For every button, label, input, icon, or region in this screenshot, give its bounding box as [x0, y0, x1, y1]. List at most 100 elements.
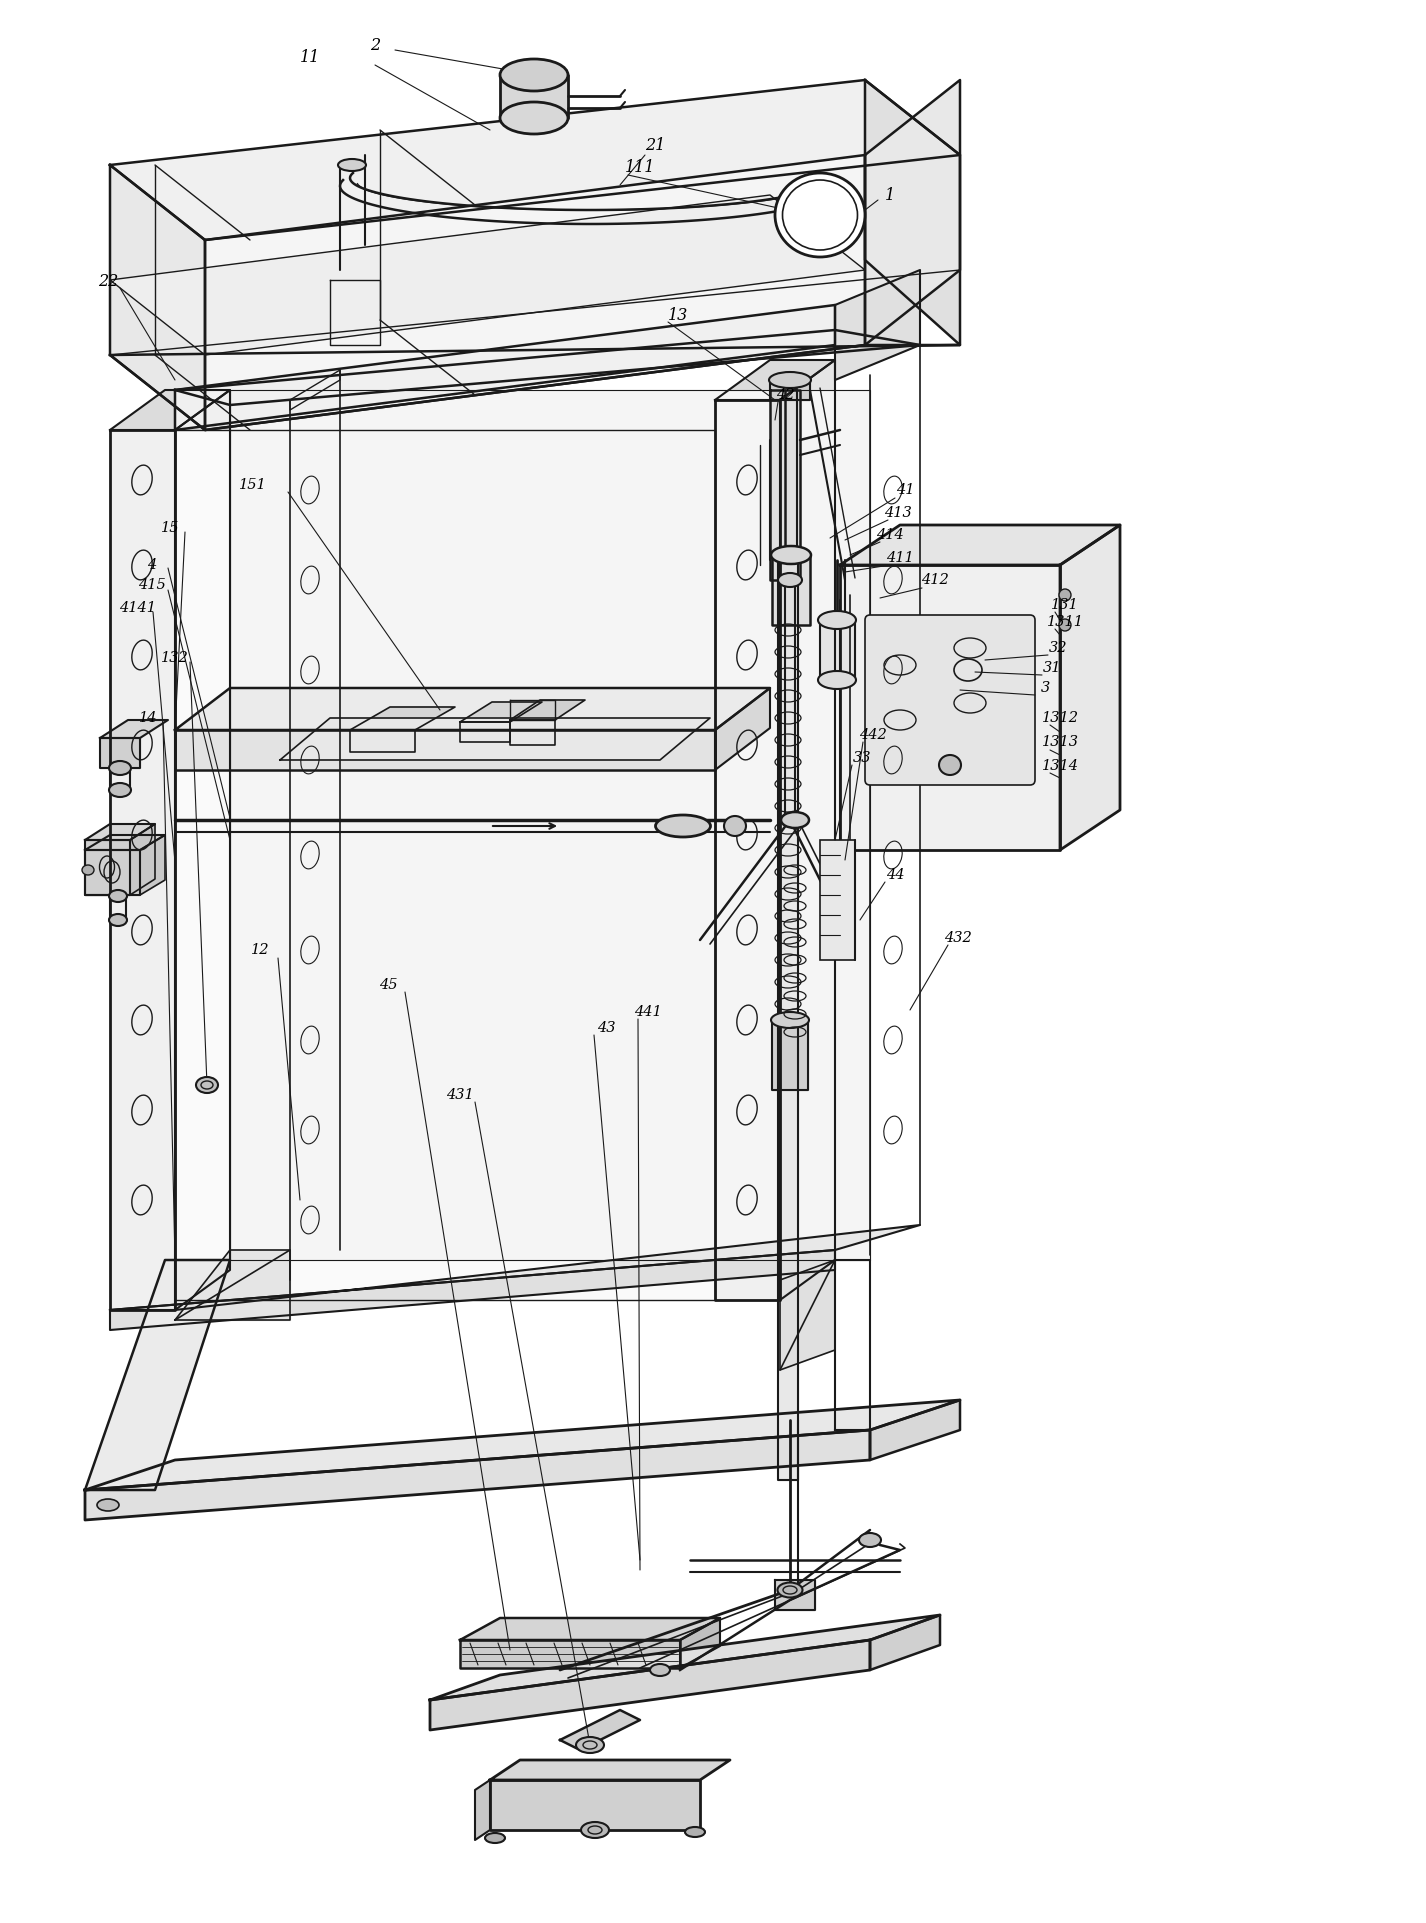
- Polygon shape: [175, 731, 714, 769]
- Text: 2: 2: [369, 37, 381, 54]
- Text: 413: 413: [884, 506, 911, 519]
- Polygon shape: [511, 700, 585, 719]
- Text: 43: 43: [596, 1021, 615, 1035]
- Text: 15: 15: [161, 521, 180, 535]
- Ellipse shape: [108, 783, 131, 796]
- Ellipse shape: [501, 102, 568, 135]
- Polygon shape: [86, 823, 155, 840]
- Text: 432: 432: [944, 931, 973, 944]
- Polygon shape: [461, 1617, 720, 1640]
- Ellipse shape: [938, 756, 961, 775]
- Ellipse shape: [501, 60, 568, 90]
- Text: 415: 415: [138, 579, 165, 592]
- Text: 411: 411: [886, 552, 914, 565]
- Text: 14: 14: [138, 712, 157, 725]
- Polygon shape: [110, 81, 960, 240]
- Polygon shape: [175, 390, 230, 1310]
- Polygon shape: [279, 717, 710, 760]
- Polygon shape: [870, 1400, 960, 1460]
- Text: 111: 111: [625, 160, 655, 177]
- Polygon shape: [461, 702, 542, 721]
- Text: 3: 3: [1041, 681, 1050, 694]
- Polygon shape: [714, 400, 780, 1300]
- Ellipse shape: [781, 812, 809, 829]
- Bar: [820, 840, 856, 960]
- Polygon shape: [770, 381, 810, 400]
- Ellipse shape: [771, 1011, 809, 1029]
- Polygon shape: [86, 840, 130, 894]
- Polygon shape: [866, 81, 960, 344]
- Polygon shape: [110, 1225, 920, 1310]
- Ellipse shape: [650, 1663, 670, 1677]
- Polygon shape: [86, 835, 165, 850]
- Text: 414: 414: [876, 529, 904, 542]
- Polygon shape: [771, 1019, 809, 1090]
- Polygon shape: [774, 1581, 816, 1610]
- Polygon shape: [205, 156, 866, 431]
- Polygon shape: [431, 1615, 940, 1700]
- Polygon shape: [461, 721, 511, 742]
- Polygon shape: [431, 1640, 870, 1731]
- Ellipse shape: [684, 1827, 704, 1836]
- Ellipse shape: [580, 1821, 609, 1838]
- Ellipse shape: [195, 1077, 218, 1092]
- Text: 1313: 1313: [1041, 735, 1078, 748]
- Text: 442: 442: [858, 729, 887, 742]
- Polygon shape: [771, 556, 810, 625]
- Text: 4: 4: [147, 558, 157, 571]
- Polygon shape: [86, 1431, 870, 1519]
- Polygon shape: [175, 431, 714, 1300]
- Ellipse shape: [576, 1736, 605, 1754]
- Polygon shape: [820, 619, 856, 681]
- Text: 4141: 4141: [120, 602, 157, 615]
- Polygon shape: [110, 390, 230, 431]
- Text: 41: 41: [896, 483, 914, 496]
- Ellipse shape: [858, 1533, 881, 1546]
- Ellipse shape: [769, 371, 811, 388]
- Text: 1311: 1311: [1047, 615, 1084, 629]
- Polygon shape: [779, 560, 799, 1481]
- Polygon shape: [840, 565, 1060, 850]
- Polygon shape: [714, 360, 836, 400]
- FancyBboxPatch shape: [866, 615, 1035, 785]
- Text: 1: 1: [886, 187, 896, 204]
- Text: 131: 131: [1051, 598, 1079, 612]
- Polygon shape: [780, 1260, 836, 1369]
- Polygon shape: [100, 738, 140, 767]
- Polygon shape: [175, 1250, 289, 1319]
- Ellipse shape: [108, 890, 127, 902]
- Polygon shape: [1060, 525, 1119, 850]
- Polygon shape: [475, 1781, 491, 1840]
- Polygon shape: [461, 1640, 680, 1667]
- Polygon shape: [86, 850, 140, 894]
- Polygon shape: [501, 75, 568, 117]
- Text: 132: 132: [161, 652, 188, 665]
- Polygon shape: [714, 688, 770, 769]
- Text: 44: 44: [886, 867, 904, 883]
- Polygon shape: [680, 1617, 720, 1667]
- Polygon shape: [130, 823, 155, 894]
- Text: 42: 42: [776, 388, 794, 402]
- Polygon shape: [491, 1781, 700, 1831]
- Polygon shape: [140, 835, 165, 894]
- Polygon shape: [836, 269, 920, 381]
- Text: 151: 151: [240, 479, 267, 492]
- Polygon shape: [86, 1260, 230, 1490]
- Text: 1312: 1312: [1041, 712, 1078, 725]
- Text: 1314: 1314: [1041, 760, 1078, 773]
- Ellipse shape: [108, 913, 127, 927]
- Ellipse shape: [485, 1833, 505, 1842]
- Polygon shape: [349, 708, 455, 731]
- Ellipse shape: [1060, 588, 1071, 602]
- Polygon shape: [110, 1250, 836, 1331]
- Polygon shape: [349, 731, 415, 752]
- Text: 13: 13: [667, 306, 689, 323]
- Text: 45: 45: [379, 979, 398, 992]
- Text: 32: 32: [1048, 640, 1067, 656]
- Polygon shape: [110, 165, 205, 431]
- Polygon shape: [491, 1760, 730, 1781]
- Text: 431: 431: [446, 1088, 473, 1102]
- Polygon shape: [175, 688, 770, 731]
- Ellipse shape: [724, 815, 746, 837]
- Ellipse shape: [97, 1500, 118, 1511]
